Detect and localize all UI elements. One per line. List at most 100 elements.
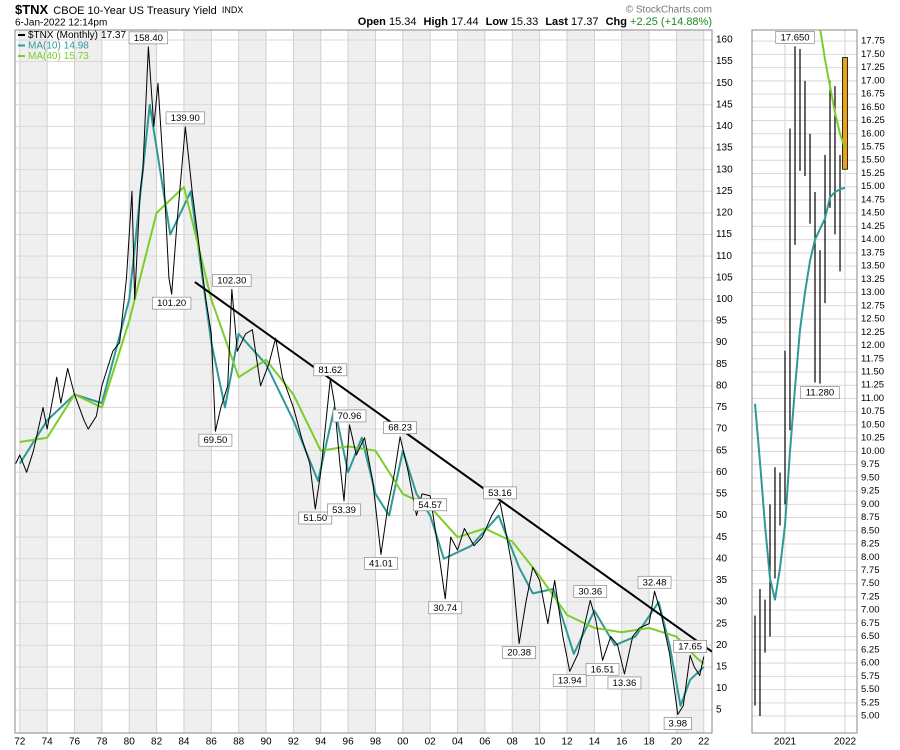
security-name: CBOE 10-Year US Treasury Yield [53,5,216,17]
y-tick-label: 40 [716,553,728,564]
panel-border [14,29,713,734]
y-tick-label: 160 [716,35,733,46]
annotation-label: 54.57 [418,500,442,511]
y-tick-label: 95 [716,316,728,327]
grid-band [129,30,157,733]
annotation-box [663,717,692,730]
moving-average-line [18,103,705,707]
x-tick-label: 72 [14,737,26,748]
annotation-label: 158.40 [134,33,163,44]
annotation-label: 41.01 [369,558,393,569]
y-tick-label: 60 [716,467,728,478]
y-tick-label: 15 [716,661,728,672]
x-tick-label: 00 [397,737,409,748]
low-label: Low [486,16,508,28]
annotation-box [585,662,620,676]
annotation-box [313,363,348,377]
legend-entry: MA(40) 15.73 [28,51,89,62]
annotation-label: 30.36 [578,586,602,597]
y-tick-label: 13.50 [861,261,885,272]
y-tick-label: 10.00 [861,446,885,457]
annotation-label: 13.94 [558,675,582,686]
x-tick-label: 88 [233,737,245,748]
y-tick-label: 90 [716,337,728,348]
x-tick-label: 2021 [774,737,797,748]
y-tick-label: 135 [716,143,733,154]
panel-1: 2021 2022 5.00 5.25 5.50 5.75 6.00 6.25 6.50 6.75… [751,29,885,748]
chg-value: +2.25 (+14.88%) [630,16,712,28]
last-value: 17.37 [571,16,599,28]
y-tick-label: 5.00 [861,711,880,722]
y-tick-label: 7.50 [861,578,880,589]
y-tick-label: 8.00 [861,552,880,563]
annotation-label: 69.50 [204,435,228,446]
open-label: Open [358,16,386,28]
plot-area [15,46,712,715]
y-tick-label: 12.25 [861,327,885,338]
y-tick-label: 11.50 [861,366,884,377]
y-tick-label: 85 [716,359,728,370]
x-tick-label: 10 [534,737,546,748]
y-tick-label: 6.25 [861,644,880,655]
x-tick-label: 76 [69,737,81,748]
grid-band [512,30,540,733]
annotation-box [800,386,840,399]
y-tick-label: 130 [716,164,733,175]
y-tick-label: 45 [716,532,728,543]
y-tick-label: 14.50 [861,208,885,219]
annotation-label: 70.96 [338,411,362,422]
source: © StockCharts.com [626,5,712,16]
high-value: 17.44 [451,16,479,28]
annotation-box [383,421,417,435]
y-tick-label: 11.75 [861,353,884,364]
y-tick-label: 10 [716,683,728,694]
annotation-box [128,31,169,45]
grid-band [183,30,212,733]
legend-entry: MA(10) 14.98 [28,40,89,51]
y-tick-label: 15.25 [861,168,885,179]
ohlc-bar [842,57,848,170]
y-tick-label: 17.50 [861,49,885,60]
x-tick-label: 82 [151,737,163,748]
y-tick-label: 65 [716,445,728,456]
annotation-label: 32.48 [643,577,667,588]
x-tick-label: 20 [671,737,683,748]
quote-line: Open 15.34 High 17.44 Low 15.33 Last 17.… [358,16,712,28]
y-tick-label: 35 [716,575,728,586]
y-tick-label: 100 [716,294,733,305]
y-tick-label: 5.50 [861,684,880,695]
panel-0: 72 74 76 78 80 82 84 86 88 90 92 94 96 98 00 02 04 06 08 10… [14,29,733,748]
x-tick-label: 78 [96,737,108,748]
y-tick-label: 6.50 [861,631,880,642]
y-tick-label: 10.50 [861,419,885,430]
y-tick-label: 80 [716,380,728,391]
y-tick-label: 14.75 [861,194,885,205]
y-tick-label: 16.75 [861,89,885,100]
x-tick-label: 86 [206,737,218,748]
header-title: $TNX CBOE 10-Year US Treasury Yield INDX [15,2,243,17]
y-tick-label: 25 [716,618,728,629]
annotation-label: 139.90 [171,113,200,124]
legend-swatch [18,34,25,36]
y-tick-label: 10.25 [861,433,885,444]
annotation-label: 17.65 [678,641,702,652]
y-tick-label: 12.75 [861,300,885,311]
y-tick-label: 5 [716,705,722,716]
x-tick-label: 84 [178,737,190,748]
chg-label: Chg [606,16,627,28]
low-value: 15.33 [511,16,539,28]
y-tick-label: 7.75 [861,565,880,576]
y-tick-label: 15.75 [861,142,885,153]
x-tick-label: 16 [616,737,628,748]
annotation-label: 81.62 [318,365,342,376]
x-tick-label: 06 [479,737,491,748]
y-tick-label: 7.00 [861,605,880,616]
y-tick-label: 8.75 [861,512,880,523]
y-tick-label: 145 [716,99,733,110]
x-tick-label: 74 [42,737,54,748]
y-tick-label: 155 [716,56,733,67]
annotation-box [573,585,608,598]
y-tick-label: 115 [716,229,732,240]
annotation-box [552,674,587,687]
